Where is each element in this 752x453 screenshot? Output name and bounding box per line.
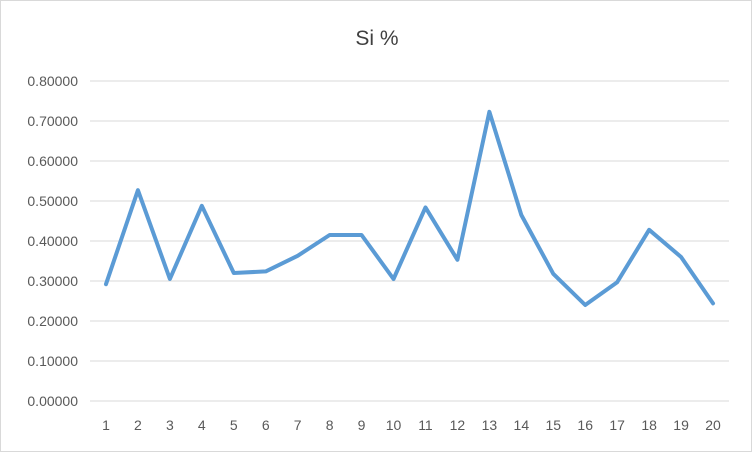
x-tick-label: 11 <box>418 417 433 433</box>
y-tick-label: 0.30000 <box>27 273 78 289</box>
x-tick-label: 2 <box>134 417 142 433</box>
chart-title: Si % <box>355 27 398 50</box>
y-tick-label: 0.60000 <box>27 153 78 169</box>
x-tick-label: 1 <box>102 417 110 433</box>
x-tick-label: 6 <box>262 417 270 433</box>
x-tick-label: 16 <box>577 417 593 433</box>
x-tick-label: 3 <box>166 417 174 433</box>
x-tick-label: 10 <box>386 417 402 433</box>
x-tick-label: 4 <box>198 417 206 433</box>
y-tick-label: 0.80000 <box>27 73 78 89</box>
x-tick-label: 13 <box>482 417 498 433</box>
x-tick-label: 19 <box>673 417 689 433</box>
y-tick-label: 0.70000 <box>27 113 78 129</box>
y-tick-label: 0.10000 <box>27 353 78 369</box>
x-tick-label: 9 <box>358 417 366 433</box>
x-tick-label: 15 <box>545 417 561 433</box>
x-tick-label: 7 <box>294 417 302 433</box>
y-tick-label: 0.40000 <box>27 233 78 249</box>
y-tick-label: 0.00000 <box>27 393 78 409</box>
x-tick-label: 14 <box>514 417 530 433</box>
x-tick-label: 18 <box>641 417 657 433</box>
x-tick-label: 8 <box>326 417 334 433</box>
y-axis-ticks: 0.00000 0.10000 0.20000 0.30000 0.40000 0.500… <box>27 73 78 409</box>
series-layer <box>103 109 716 307</box>
series-line <box>103 109 716 307</box>
x-axis-ticks: 1 2 3 4 5 6 7 8 9 10 11 12 13 14 15 16 17 18 19 20 <box>102 417 721 433</box>
x-tick-label: 12 <box>450 417 466 433</box>
y-tick-label: 0.50000 <box>27 193 78 209</box>
x-tick-label: 5 <box>230 417 238 433</box>
x-tick-label: 17 <box>609 417 625 433</box>
x-tick-label: 20 <box>705 417 721 433</box>
y-tick-label: 0.20000 <box>27 313 78 329</box>
